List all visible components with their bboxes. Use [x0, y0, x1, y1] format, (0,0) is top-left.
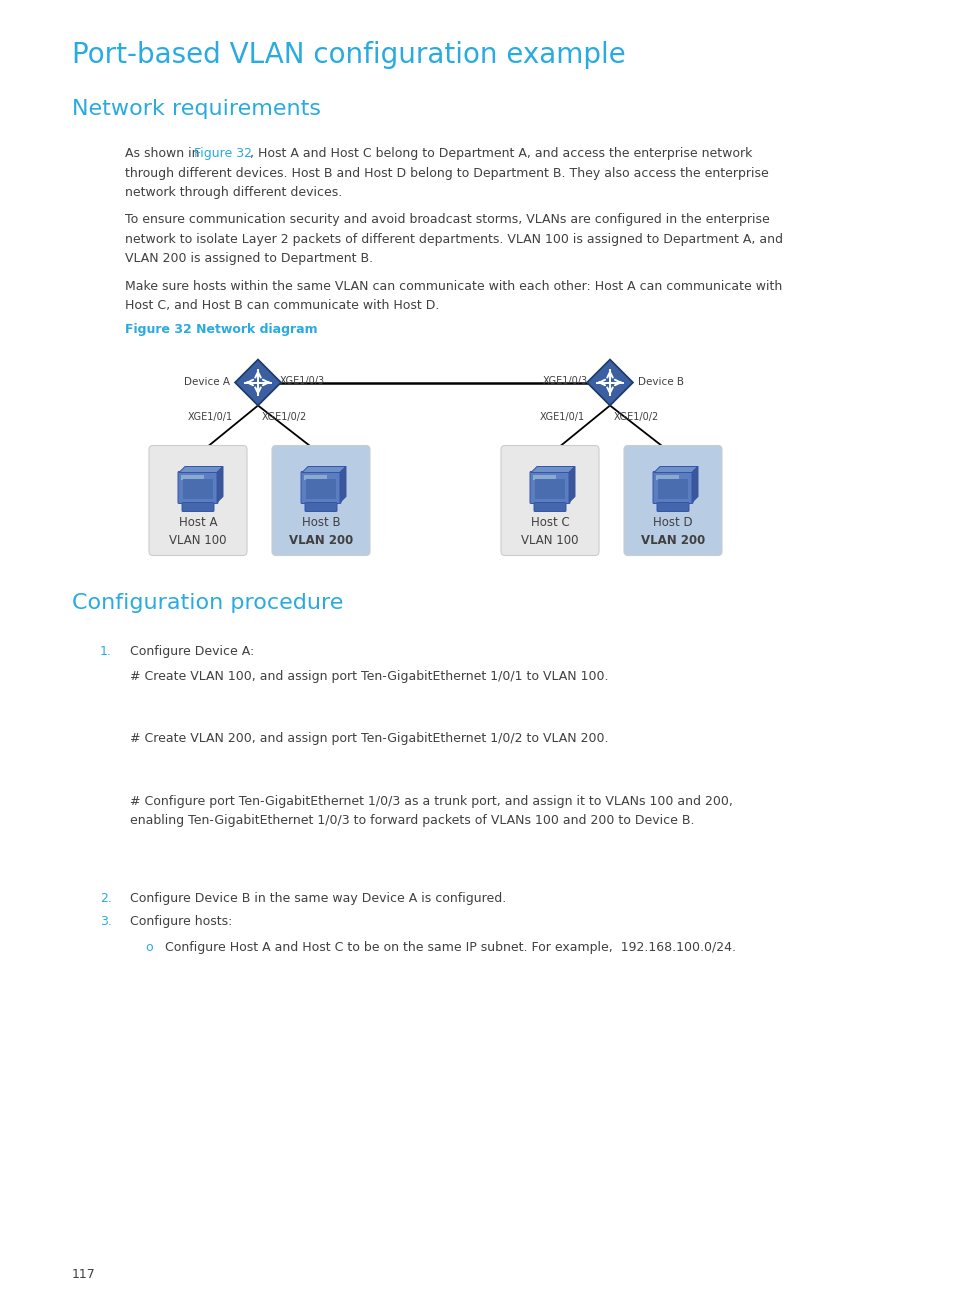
Polygon shape [216, 467, 223, 503]
Text: Device B: Device B [638, 377, 683, 386]
FancyBboxPatch shape [535, 478, 564, 499]
Text: VLAN 100: VLAN 100 [169, 534, 227, 547]
Text: Configure Host A and Host C to be on the same IP subnet. For example,  192.168.1: Configure Host A and Host C to be on the… [165, 941, 735, 954]
Polygon shape [691, 467, 698, 503]
Text: VLAN 200 is assigned to Department B.: VLAN 200 is assigned to Department B. [125, 253, 373, 266]
FancyBboxPatch shape [656, 474, 679, 480]
Polygon shape [568, 467, 575, 503]
FancyBboxPatch shape [304, 474, 327, 480]
Text: 3.: 3. [100, 915, 112, 928]
Text: As shown in: As shown in [125, 146, 203, 159]
Text: Figure 32 Network diagram: Figure 32 Network diagram [125, 323, 317, 336]
Text: VLAN 200: VLAN 200 [640, 534, 704, 547]
Text: 117: 117 [71, 1267, 95, 1280]
FancyBboxPatch shape [652, 472, 692, 504]
Text: network through different devices.: network through different devices. [125, 187, 342, 200]
Text: o: o [145, 941, 152, 954]
FancyBboxPatch shape [658, 478, 687, 499]
FancyBboxPatch shape [183, 478, 213, 499]
Text: Configure Device A:: Configure Device A: [130, 644, 254, 657]
Text: enabling Ten-GigabitEthernet 1/0/3 to forward packets of VLANs 100 and 200 to De: enabling Ten-GigabitEthernet 1/0/3 to fo… [130, 814, 694, 827]
Text: XGE1/0/2: XGE1/0/2 [614, 412, 659, 421]
Polygon shape [654, 467, 698, 473]
Text: Host D: Host D [653, 516, 692, 529]
Text: XGE1/0/3: XGE1/0/3 [280, 376, 325, 385]
Text: Make sure hosts within the same VLAN can communicate with each other: Host A can: Make sure hosts within the same VLAN can… [125, 280, 781, 293]
Text: XGE1/0/1: XGE1/0/1 [539, 412, 584, 421]
Text: XGE1/0/1: XGE1/0/1 [188, 412, 233, 421]
Text: # Create VLAN 200, and assign port Ten-GigabitEthernet 1/0/2 to VLAN 200.: # Create VLAN 200, and assign port Ten-G… [130, 732, 608, 745]
FancyBboxPatch shape [272, 446, 370, 556]
Text: Host C, and Host B can communicate with Host D.: Host C, and Host B can communicate with … [125, 299, 439, 312]
Polygon shape [302, 467, 346, 473]
Text: Host C: Host C [530, 516, 569, 529]
Polygon shape [179, 467, 223, 473]
Polygon shape [234, 359, 281, 406]
FancyBboxPatch shape [534, 503, 565, 512]
FancyBboxPatch shape [306, 478, 335, 499]
FancyBboxPatch shape [182, 503, 213, 512]
Text: XGE1/0/2: XGE1/0/2 [262, 412, 307, 421]
FancyBboxPatch shape [533, 474, 556, 480]
FancyBboxPatch shape [657, 503, 688, 512]
Text: network to isolate Layer 2 packets of different departments. VLAN 100 is assigne: network to isolate Layer 2 packets of di… [125, 233, 782, 246]
Text: Configure hosts:: Configure hosts: [130, 915, 233, 928]
Text: Host B: Host B [301, 516, 340, 529]
FancyBboxPatch shape [181, 474, 204, 480]
Polygon shape [531, 467, 575, 473]
Text: XGE1/0/3: XGE1/0/3 [542, 376, 587, 385]
Text: VLAN 200: VLAN 200 [289, 534, 353, 547]
Text: Host A: Host A [178, 516, 217, 529]
FancyBboxPatch shape [178, 472, 218, 504]
FancyBboxPatch shape [530, 472, 569, 504]
Text: , Host A and Host C belong to Department A, and access the enterprise network: , Host A and Host C belong to Department… [250, 146, 752, 159]
Text: 1.: 1. [100, 644, 112, 657]
Text: Configure Device B in the same way Device A is configured.: Configure Device B in the same way Devic… [130, 892, 506, 905]
Text: To ensure communication security and avoid broadcast storms, VLANs are configure: To ensure communication security and avo… [125, 214, 769, 227]
Text: # Create VLAN 100, and assign port Ten-GigabitEthernet 1/0/1 to VLAN 100.: # Create VLAN 100, and assign port Ten-G… [130, 670, 608, 683]
Polygon shape [586, 359, 633, 406]
Text: 2.: 2. [100, 892, 112, 905]
Text: Port-based VLAN configuration example: Port-based VLAN configuration example [71, 41, 625, 69]
Polygon shape [339, 467, 346, 503]
FancyBboxPatch shape [500, 446, 598, 556]
Text: through different devices. Host B and Host D belong to Department B. They also a: through different devices. Host B and Ho… [125, 166, 768, 180]
FancyBboxPatch shape [301, 472, 340, 504]
Text: Device A: Device A [184, 377, 230, 386]
Text: Configuration procedure: Configuration procedure [71, 592, 343, 613]
Text: # Configure port Ten-GigabitEthernet 1/0/3 as a trunk port, and assign it to VLA: # Configure port Ten-GigabitEthernet 1/0… [130, 794, 732, 807]
FancyBboxPatch shape [149, 446, 247, 556]
FancyBboxPatch shape [623, 446, 721, 556]
FancyBboxPatch shape [305, 503, 336, 512]
Text: VLAN 100: VLAN 100 [520, 534, 578, 547]
Text: Network requirements: Network requirements [71, 98, 320, 119]
Text: Figure 32: Figure 32 [193, 146, 252, 159]
